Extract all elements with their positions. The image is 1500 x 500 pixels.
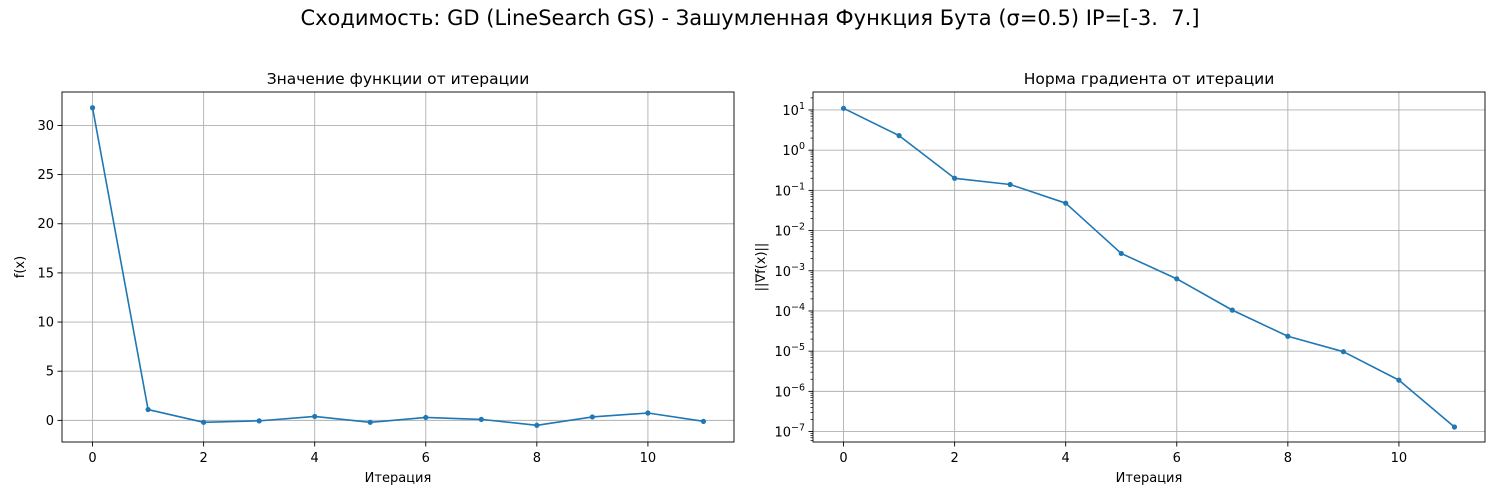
axes-frame [812, 91, 1486, 443]
chart-function-value: 0 2 4 6 8 10 0 5 10 15 20 25 30 Значение функции от и… [13, 70, 735, 486]
y-tick-label: 10−7 [774, 423, 805, 441]
x-tick-label: 10 [640, 451, 657, 466]
y-tick-label: 101 [782, 101, 805, 119]
data-point [700, 418, 707, 424]
y-axis-label: f(x) [13, 256, 28, 278]
x-tick-label: 8 [1284, 451, 1292, 466]
x-tick-label: 4 [311, 451, 319, 466]
data-point [952, 175, 958, 181]
x-tick-label: 10 [1391, 451, 1408, 466]
axes-frame [61, 91, 735, 443]
series-line [843, 107, 1455, 428]
x-tick-label: 6 [1173, 451, 1181, 466]
data-point [201, 419, 207, 425]
data-point [145, 406, 151, 413]
data-point [645, 410, 651, 416]
data-point [312, 413, 318, 420]
data-point [256, 418, 262, 424]
x-tick-label: 4 [1062, 451, 1070, 466]
y-axis-label: ||∇f(x)|| [754, 243, 769, 292]
chart-title: Норма градиента от итерации [1024, 70, 1275, 88]
x-tick-label: 0 [88, 451, 96, 466]
y-tick-label: 10−5 [774, 342, 805, 360]
y-tick-label: 10−3 [774, 262, 805, 280]
data-point [478, 416, 484, 422]
y-tick-label: 25 [37, 168, 54, 183]
y-tick-label: 5 [46, 365, 54, 380]
x-tick-label: 6 [422, 451, 430, 466]
data-point [89, 105, 96, 111]
y-tick-label: 15 [37, 266, 54, 281]
y-tick-label: 10 [37, 316, 54, 331]
x-axis-label: Итерация [1116, 471, 1183, 486]
data-point [1451, 424, 1458, 430]
y-tick-label: 10−1 [774, 181, 805, 199]
data-point [367, 419, 373, 425]
series-line [91, 107, 704, 427]
data-point [1340, 349, 1346, 355]
y-tick-label: 0 [46, 414, 54, 429]
data-point [1007, 181, 1013, 188]
data-point [1118, 250, 1124, 257]
y-tick-label: 10−4 [774, 302, 805, 320]
x-tick-label: 2 [199, 451, 207, 466]
data-point [534, 422, 540, 428]
y-tick-label: 30 [37, 119, 54, 134]
x-tick-label: 2 [950, 451, 958, 466]
data-point [1174, 276, 1180, 282]
y-tick-label: 10−2 [774, 222, 805, 240]
y-tick-label: 10−6 [774, 382, 805, 400]
data-point [423, 414, 429, 421]
figure-suptitle: Сходимость: GD (LineSearch GS) - Зашумле… [300, 6, 1200, 30]
data-point [896, 133, 902, 139]
data-point [1396, 377, 1402, 383]
y-tick-label: 20 [37, 217, 54, 232]
x-axis-label: Итерация [365, 471, 432, 486]
data-point [1063, 200, 1069, 206]
x-tick-label: 0 [839, 451, 847, 466]
data-point [840, 105, 847, 111]
data-point [1229, 307, 1235, 313]
chart-gradient-norm: 0 2 4 6 8 10 101 100 10−1 10−2 10−3 10−4 10−5 10−6 10−… [754, 70, 1486, 486]
data-point [589, 414, 595, 420]
y-tick-label: 100 [782, 141, 805, 159]
data-point [1285, 333, 1291, 339]
chart-title: Значение функции от итерации [267, 70, 530, 88]
x-tick-label: 8 [533, 451, 541, 466]
